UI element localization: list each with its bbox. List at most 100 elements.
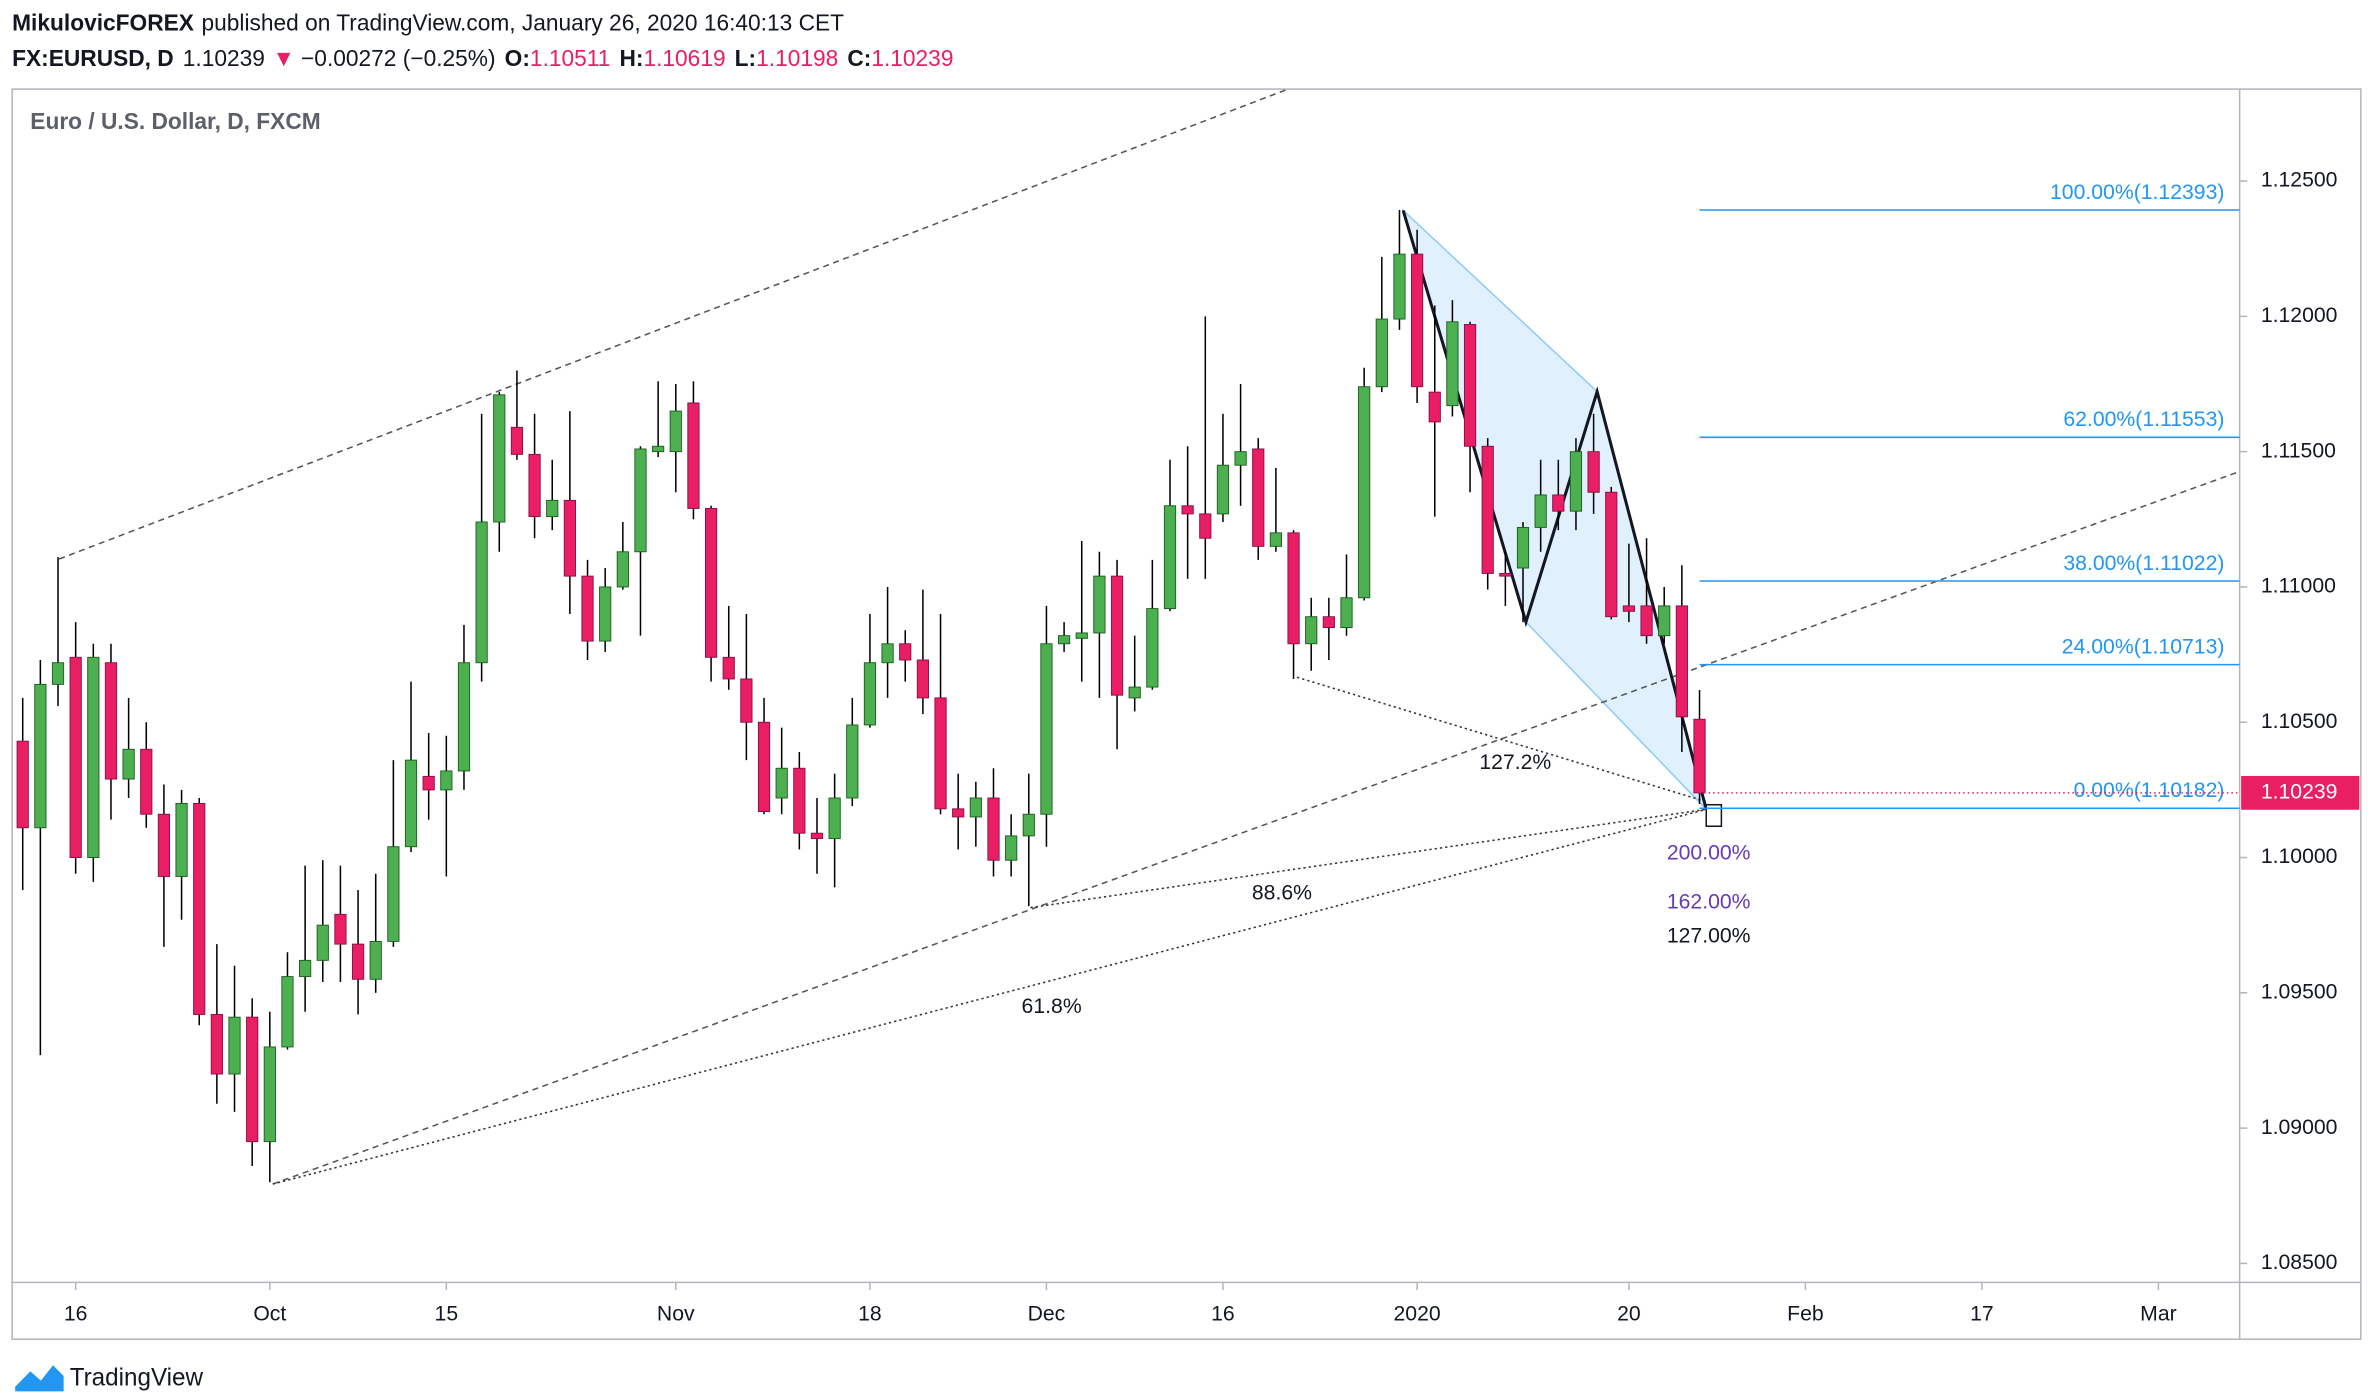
candle-body	[457, 662, 471, 772]
candle-body	[51, 662, 65, 685]
candle-body	[1216, 464, 1230, 515]
logo: TradingView	[15, 1364, 204, 1392]
candle-body	[193, 802, 206, 1015]
candle-body	[952, 808, 965, 818]
candle-body	[881, 643, 894, 664]
ohlc-value: 1.10619	[643, 45, 725, 71]
candle-body	[828, 797, 841, 840]
candle-body	[1658, 605, 1671, 637]
candle-body	[652, 445, 665, 453]
candle-body	[740, 678, 753, 723]
y-tick-label: 1.10000	[2261, 844, 2338, 868]
header-line: MikulovicFOREX published on TradingView.c…	[12, 10, 844, 36]
fib-label: 38.00%(1.11022)	[2063, 551, 2224, 575]
candle-body	[69, 656, 82, 858]
candle-body	[634, 448, 647, 553]
candle-body	[475, 521, 488, 664]
x-tick-label: 15	[435, 1301, 459, 1325]
candle-body	[228, 1016, 241, 1075]
candle-body	[1305, 616, 1318, 645]
candle-body	[722, 656, 735, 680]
x-tick-label: 16	[1211, 1301, 1235, 1325]
candle-body	[1040, 643, 1053, 815]
pattern-label: 200.00%	[1667, 840, 1751, 864]
candle-body	[1411, 253, 1424, 388]
last-price-label: 1.10239	[2261, 779, 2338, 803]
candle-body	[1146, 608, 1159, 688]
candle-body	[87, 656, 100, 858]
y-tick-label: 1.11000	[2261, 574, 2336, 598]
candle-body	[916, 659, 929, 699]
candle-body	[810, 832, 824, 840]
ohlc-value: 1.10511	[530, 45, 610, 71]
candle-body	[1181, 505, 1194, 515]
candle-body	[1128, 686, 1141, 699]
candle-body	[1587, 451, 1600, 493]
candle-body	[987, 797, 1000, 861]
candle-body	[210, 1014, 223, 1075]
candle-body	[1393, 253, 1406, 320]
x-tick-label: Feb	[1787, 1301, 1824, 1325]
candle-body	[157, 813, 171, 877]
candle-body	[1358, 386, 1371, 599]
logo-icon	[15, 1365, 64, 1392]
candle-body	[1110, 575, 1124, 696]
candle-body	[1093, 575, 1106, 634]
x-tick-label: Dec	[1028, 1301, 1066, 1325]
y-tick-label: 1.08500	[2261, 1250, 2338, 1274]
candle-body	[34, 683, 47, 829]
candle-body	[1057, 635, 1071, 645]
candle-body	[1569, 451, 1583, 512]
candle-body	[969, 797, 982, 818]
candle-body	[599, 586, 612, 642]
fib-label: 0.00%(1.10182)	[2074, 778, 2225, 802]
candle-body	[528, 453, 541, 518]
candle-body	[122, 748, 135, 780]
ohlc-value: 1.10239	[871, 45, 953, 71]
symbol-line: FX:EURUSD, D 1.10239 ▼ −0.00272 (−0.25%) O:1…	[12, 45, 953, 71]
candle-body	[1428, 391, 1441, 423]
x-tick-label: 16	[64, 1301, 88, 1325]
y-tick-label: 1.12500	[2261, 168, 2338, 192]
candle-body	[422, 775, 435, 791]
candle-body	[299, 959, 312, 978]
candle-body	[1481, 445, 1494, 574]
last-price-box	[2241, 775, 2360, 810]
candle-body	[1552, 494, 1565, 512]
candle-body	[687, 402, 700, 509]
candle-body	[1322, 616, 1335, 628]
x-tick-label: 17	[1970, 1301, 1994, 1325]
pattern-label: 127.2%	[1479, 750, 1551, 774]
candle-body	[1022, 813, 1035, 837]
brand: TradingView	[70, 1364, 204, 1391]
candle-body	[1446, 321, 1459, 407]
pattern-label: 88.6%	[1252, 880, 1312, 904]
candle-body	[404, 759, 418, 848]
fib-label: 24.00%(1.10713)	[2062, 634, 2225, 658]
candle-body	[863, 662, 877, 726]
chart-title: Euro / U.S. Dollar, D, FXCM	[30, 108, 320, 134]
candle-body	[669, 410, 682, 453]
x-tick-label: 20	[1617, 1301, 1641, 1325]
candle-body	[510, 426, 524, 455]
candle-body	[757, 721, 771, 812]
fib-label: 100.00%(1.12393)	[2050, 180, 2224, 204]
candle-body	[316, 924, 329, 961]
candle-body	[1640, 605, 1653, 637]
change: −0.00272 (−0.25%)	[301, 45, 496, 71]
candle-body	[281, 976, 294, 1048]
candle-body	[1075, 632, 1088, 639]
ohlc-label: H:	[619, 45, 643, 71]
ohlc-label: O:	[505, 45, 530, 71]
candle-body	[1340, 597, 1353, 628]
y-tick-label: 1.12000	[2261, 303, 2338, 327]
ohlc-value: 1.10198	[756, 45, 838, 71]
y-tick-label: 1.11500	[2261, 438, 2336, 462]
candle-body	[1252, 448, 1265, 547]
x-tick-label: Oct	[253, 1301, 286, 1325]
ohlc-label: L:	[735, 45, 756, 71]
candle-body	[934, 697, 947, 810]
candle-body	[1622, 605, 1636, 612]
candle-body	[334, 913, 347, 945]
